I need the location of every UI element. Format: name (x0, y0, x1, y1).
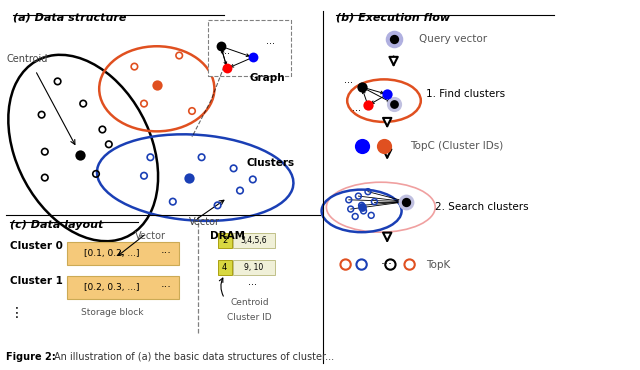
Text: ···: ··· (248, 280, 257, 290)
Point (139, 173, 149, 179)
Text: An illustration of (a) the basic data structures of cluster...: An illustration of (a) the basic data st… (54, 352, 335, 362)
Point (385, 262, 396, 268)
FancyBboxPatch shape (218, 260, 232, 275)
Point (228, 165, 239, 171)
FancyBboxPatch shape (233, 233, 275, 248)
Text: Cluster ID: Cluster ID (227, 313, 272, 322)
Point (353, 193, 364, 199)
Point (75, 152, 85, 158)
Point (235, 188, 245, 194)
Point (388, 36, 399, 42)
Point (363, 102, 373, 108)
Text: ···: ··· (352, 106, 361, 116)
Text: 2: 2 (222, 236, 227, 245)
Point (388, 101, 399, 107)
Point (356, 84, 367, 90)
FancyBboxPatch shape (218, 233, 232, 248)
Text: [0.1, 0.2, ...]: [0.1, 0.2, ...] (84, 249, 140, 258)
Point (388, 101, 399, 107)
Text: ···: ··· (266, 39, 275, 50)
Point (168, 199, 178, 205)
Text: Centroid: Centroid (6, 54, 48, 64)
Text: 3,4,5,6: 3,4,5,6 (241, 236, 267, 245)
Point (388, 36, 399, 42)
Point (401, 199, 412, 205)
Point (358, 208, 369, 214)
Point (139, 101, 149, 107)
Point (363, 189, 373, 195)
Point (152, 82, 162, 88)
Point (129, 64, 140, 70)
Text: ···: ··· (161, 282, 172, 293)
Text: (c) Data layout: (c) Data layout (10, 220, 103, 230)
Text: ···: ··· (221, 48, 230, 59)
Text: Vector: Vector (135, 231, 166, 241)
Point (91, 171, 101, 177)
Point (356, 204, 367, 210)
FancyBboxPatch shape (208, 20, 291, 76)
Point (184, 175, 194, 181)
FancyBboxPatch shape (233, 260, 275, 275)
Text: 2. Search clusters: 2. Search clusters (435, 202, 529, 212)
Point (104, 141, 114, 147)
Point (187, 108, 197, 114)
Text: Figure 2:: Figure 2: (6, 352, 56, 362)
Text: [0.2, 0.3, ...]: [0.2, 0.3, ...] (84, 283, 140, 292)
Point (36, 112, 47, 118)
Text: ···: ··· (161, 248, 172, 258)
Text: 1. Find clusters: 1. Find clusters (426, 89, 505, 100)
Text: (b) Execution flow: (b) Execution flow (336, 13, 450, 23)
Point (222, 65, 232, 71)
Text: DRAM: DRAM (210, 231, 244, 241)
Point (401, 199, 412, 205)
Text: TopC (Cluster IDs): TopC (Cluster IDs) (410, 141, 503, 151)
Text: ⋮: ⋮ (10, 306, 24, 320)
FancyBboxPatch shape (67, 242, 179, 265)
Text: ···: ··· (344, 78, 353, 88)
Point (344, 197, 354, 203)
Text: ···: ··· (381, 258, 393, 271)
Text: Query vector: Query vector (419, 34, 487, 44)
Text: Centroid: Centroid (230, 298, 269, 307)
Point (340, 262, 351, 268)
Text: 4: 4 (222, 263, 227, 272)
Point (248, 54, 258, 60)
Point (369, 199, 380, 205)
Point (350, 213, 360, 219)
Text: Clusters: Clusters (246, 158, 294, 168)
Point (382, 91, 392, 97)
FancyBboxPatch shape (67, 276, 179, 299)
Text: Vector: Vector (189, 217, 220, 227)
Point (356, 262, 367, 268)
Point (216, 43, 226, 49)
Text: TopK: TopK (426, 259, 450, 270)
Point (145, 154, 156, 160)
Text: Storage block: Storage block (81, 308, 143, 317)
Point (78, 101, 88, 107)
Point (196, 154, 207, 160)
Text: (a) Data structure: (a) Data structure (13, 13, 126, 23)
Point (40, 175, 50, 181)
Point (346, 206, 356, 212)
Point (404, 262, 415, 268)
Text: Cluster 1: Cluster 1 (10, 276, 63, 286)
Point (379, 143, 389, 149)
Point (40, 149, 50, 155)
Point (97, 127, 108, 132)
Point (356, 143, 367, 149)
Point (52, 78, 63, 84)
Point (212, 202, 223, 208)
Text: 9, 10: 9, 10 (244, 263, 264, 272)
Point (174, 53, 184, 58)
Text: Cluster 0: Cluster 0 (10, 241, 63, 251)
Text: Graph: Graph (250, 73, 285, 83)
Point (356, 202, 367, 208)
Point (366, 212, 376, 218)
Point (248, 176, 258, 182)
